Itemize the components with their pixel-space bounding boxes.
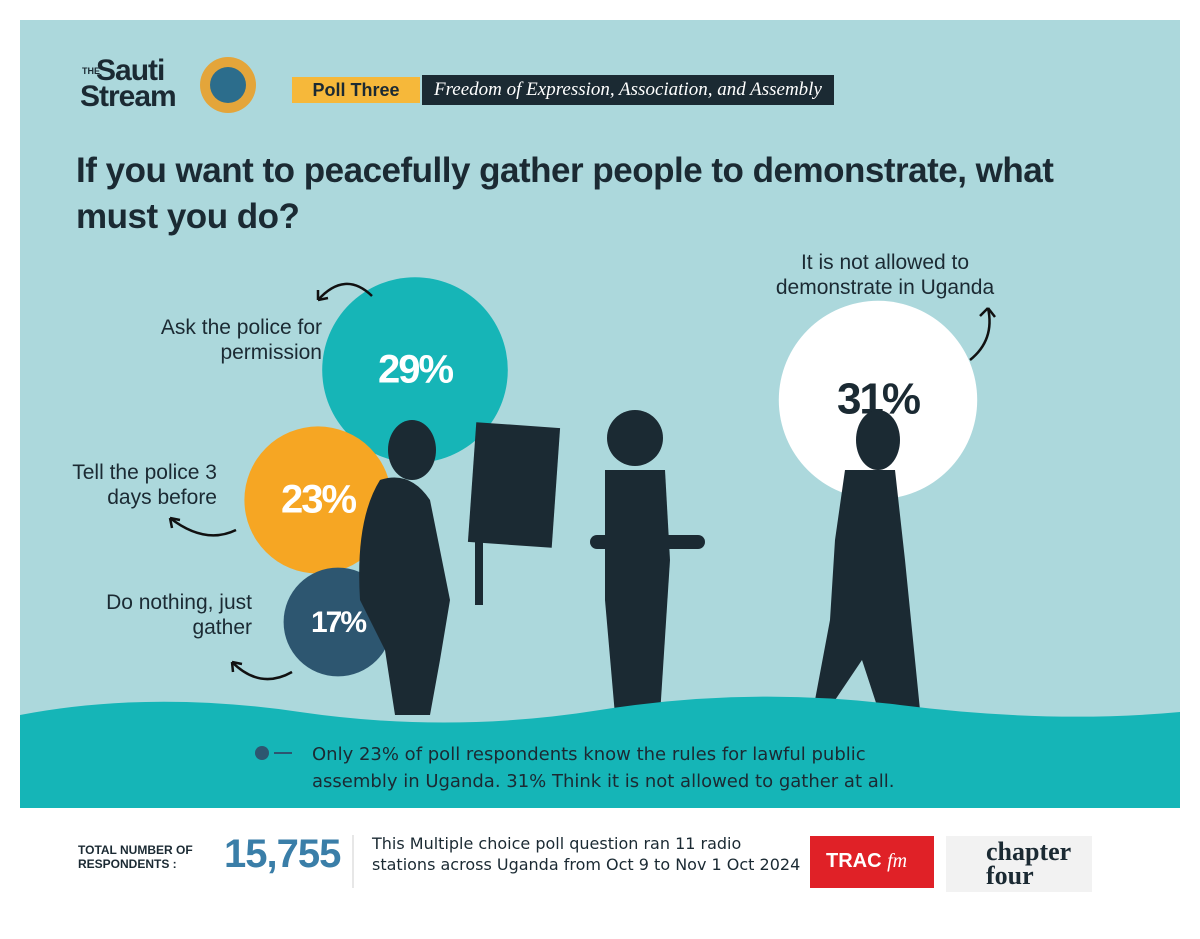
logo-line: Stream — [80, 80, 177, 113]
partner2-word: four — [986, 861, 1034, 890]
label-line: RESPONDENTS : — [78, 857, 177, 871]
partner1-box — [810, 836, 934, 888]
partner1-word: TRAC — [826, 850, 882, 872]
question-title: If you want to peacefully gather people … — [76, 151, 1054, 236]
logo-line: Sauti — [96, 54, 165, 87]
poll-tag: Poll Three — [292, 77, 420, 103]
arrows — [168, 282, 996, 681]
category-label: It is not allowed to demonstrate in Ugan… — [775, 251, 995, 299]
partner2-word: chapter — [986, 837, 1072, 866]
respondents: 15,755 — [224, 832, 341, 876]
logo-emblem-inner — [210, 67, 246, 103]
label-line: TOTAL NUMBER OF — [78, 843, 193, 857]
description: This Multiple choice poll question ran 1… — [372, 833, 800, 875]
partner1-word: fm — [887, 850, 908, 872]
description-line: stations across Uganda from Oct 9 to Nov… — [372, 855, 801, 874]
value-label: 29% — [378, 348, 453, 392]
panel — [20, 20, 1180, 808]
category-label: Ask the police for permission — [160, 316, 322, 364]
note-line: Only 23% of poll respondents know the ru… — [312, 744, 866, 765]
respondents-label: TOTAL NUMBER OF RESPONDENTS : — [78, 843, 193, 871]
description-line: This Multiple choice poll question ran 1… — [372, 834, 742, 853]
poll-topic: Freedom of Expression, Association, and … — [422, 75, 834, 105]
bubble — [778, 300, 978, 500]
partner2-box — [946, 836, 1092, 892]
value-label: 23% — [281, 478, 356, 522]
category-label: Tell the police 3 days before — [72, 461, 217, 509]
partner1: TRAC fm — [826, 850, 907, 873]
bubble — [322, 277, 508, 463]
logo-small: THE — [82, 66, 100, 76]
value-label: 17% — [311, 606, 366, 639]
bubble — [244, 426, 392, 574]
wave — [20, 696, 1180, 808]
category-label: Do nothing, just gather — [106, 591, 252, 639]
note-line: assembly in Uganda. 31% Think it is not … — [312, 771, 895, 792]
silhouettes — [359, 410, 920, 715]
note: Only 23% of poll respondents know the ru… — [312, 741, 895, 795]
partner2: chapter four — [986, 837, 1072, 890]
note-icon — [255, 746, 269, 760]
